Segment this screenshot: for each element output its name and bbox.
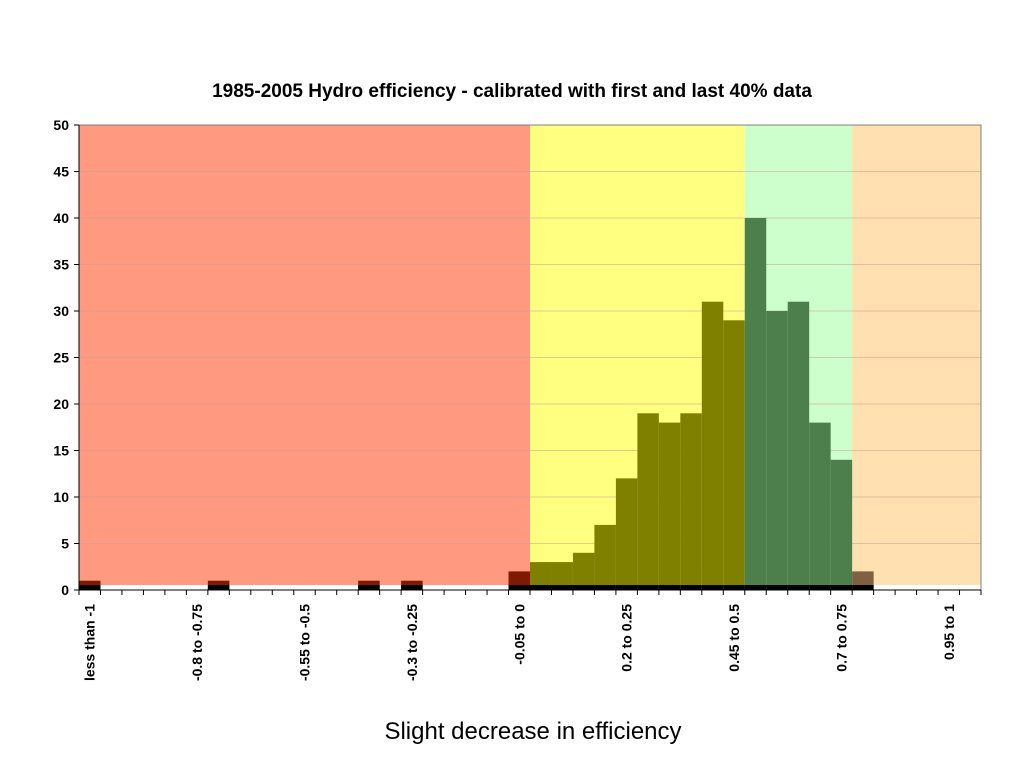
x-tick-labels: less than -1 -0.8 to -0.75 -0.55 to -0.5 -0… (82, 604, 957, 681)
bar-base (637, 585, 659, 590)
axes (74, 124, 982, 595)
bar-base (809, 585, 831, 590)
y-tick-label: 50 (53, 117, 69, 133)
y-tick-label: 45 (53, 164, 69, 180)
bar (744, 218, 767, 590)
y-tick-label: 20 (53, 396, 69, 412)
bar (615, 478, 638, 590)
x-tick-label: -0.3 to -0.25 (404, 604, 420, 681)
bar-base (572, 585, 595, 590)
bar-base (830, 585, 853, 590)
bars (79, 218, 981, 590)
bar (701, 301, 724, 590)
bar-base (787, 585, 810, 590)
chart-caption: Slight decrease in efficiency (384, 718, 682, 745)
bar (530, 562, 552, 590)
bar-base (358, 585, 380, 590)
bar (594, 524, 616, 590)
bar (766, 311, 788, 590)
chart-title: 1985-2005 Hydro efficiency - calibrated … (212, 81, 812, 102)
bar (572, 552, 595, 590)
bar-base (701, 585, 724, 590)
y-tick-label: 5 (61, 536, 69, 552)
bar-base (530, 585, 552, 590)
bar-base (680, 585, 702, 590)
y-tick-label: 35 (53, 257, 69, 273)
bar (680, 413, 702, 590)
y-tick-label: 10 (53, 489, 69, 505)
y-tick-label: 40 (53, 210, 69, 226)
bar-base (658, 585, 681, 590)
bar-base (551, 585, 573, 590)
bar (637, 413, 659, 590)
x-tick-label: -0.55 to -0.5 (297, 604, 313, 681)
bar-base (615, 585, 638, 590)
x-tick-label: -0.8 to -0.75 (189, 604, 205, 681)
bar-base (723, 585, 745, 590)
bar (658, 422, 681, 590)
bar-base (744, 585, 767, 590)
x-tick-label: 0.2 to 0.25 (619, 604, 635, 672)
y-tick-labels: 0 5 10 15 20 25 30 35 40 45 50 (53, 117, 69, 598)
x-tick-label: -0.05 to 0 (511, 604, 527, 665)
x-tick-label: less than -1 (82, 604, 98, 681)
bar-base (79, 585, 101, 590)
bar (830, 459, 853, 590)
x-tick-label: 0.7 to 0.75 (833, 604, 849, 672)
bar-base (508, 585, 530, 590)
bar-base (852, 585, 874, 590)
bar (551, 562, 573, 590)
y-tick-label: 15 (53, 443, 69, 459)
y-tick-label: 0 (61, 582, 69, 598)
y-tick-label: 25 (53, 350, 69, 366)
bar-base (766, 585, 788, 590)
bar-base (594, 585, 616, 590)
x-tick-label: 0.95 to 1 (941, 604, 957, 660)
bar-base (207, 585, 230, 590)
bar-base (401, 585, 423, 590)
bar (809, 422, 831, 590)
bar (787, 301, 810, 590)
y-tick-label: 30 (53, 303, 69, 319)
x-tick-label: 0.45 to 0.5 (726, 604, 742, 672)
bar (723, 320, 745, 590)
